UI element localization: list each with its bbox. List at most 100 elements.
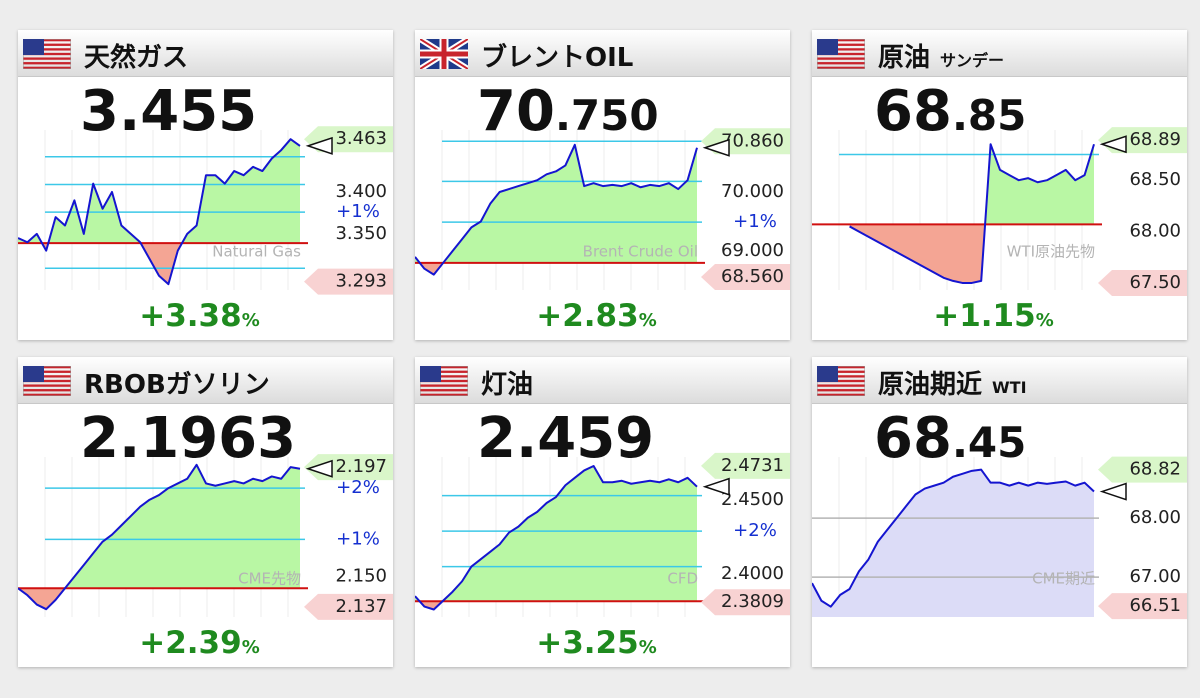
card-header: RBOBガソリン: [18, 357, 393, 404]
flag: [22, 38, 72, 70]
label-box: [701, 589, 790, 616]
last-marker: [702, 477, 730, 496]
title: ブレントOIL: [481, 37, 633, 74]
card-header: 天然ガス: [18, 30, 393, 77]
price-line: [18, 463, 301, 611]
title-text: RBOBガソリン: [84, 370, 270, 400]
quote-card[interactable]: Brent Crude Oil 70.860 70.000 +1% 69.000 68.5…: [415, 30, 790, 340]
change: +2.83%: [415, 298, 784, 334]
area-down: [849, 224, 1094, 283]
axis-label: 69.000: [721, 240, 784, 261]
axis-label: 2.150: [335, 566, 387, 587]
watermark: Natural Gas: [212, 243, 301, 261]
axis-label: 68.00: [1129, 507, 1181, 528]
axis-label: 68.00: [1129, 221, 1181, 242]
chart: CME期近 68.82 68.00 67.00 66.51: [812, 456, 1187, 620]
axis-label: 2.137: [335, 596, 387, 617]
axis-label: 70.000: [721, 181, 784, 202]
change-value: +3.25: [536, 625, 639, 661]
label-box: [304, 268, 393, 295]
change-value: +2.83: [536, 298, 639, 334]
price-main: 68: [874, 79, 952, 144]
title: 原油 サンデー: [878, 37, 1004, 74]
change: +1.15%: [812, 298, 1181, 334]
title: 天然ガス: [84, 37, 188, 74]
price-main: 2.459: [477, 406, 655, 471]
card-header: 灯油: [415, 357, 790, 404]
card-header: ブレントOIL: [415, 30, 790, 77]
title: 原油期近 WTI: [878, 364, 1027, 401]
price: 68.45: [874, 407, 1026, 475]
area-up: [18, 139, 300, 244]
axis-label: 2.3809: [721, 591, 784, 612]
change: +2.39%: [18, 625, 387, 661]
quote-card[interactable]: CFD 2.4731 2.4500 +2% 2.4000 2.3809 灯油 2.459 +3.…: [415, 357, 790, 667]
price-line: [415, 143, 698, 276]
axis-label: 68.50: [1129, 169, 1181, 190]
axis-label: 68.560: [721, 266, 784, 287]
last-marker: [1099, 135, 1127, 154]
flag: [418, 36, 470, 72]
watermark: CFD: [667, 570, 698, 588]
quote-card[interactable]: CME期近 68.82 68.00 67.00 66.51 原油期近 WTI 68.45: [812, 357, 1187, 667]
axis-label: 2.4000: [721, 563, 784, 584]
watermark: WTI原油先物: [1007, 243, 1095, 261]
flag: [22, 365, 72, 397]
change-unit: %: [1035, 310, 1054, 331]
chart: CME先物 2.197+2% +1% 2.150 2.137: [18, 454, 393, 620]
axis-label: 70.860: [721, 130, 784, 151]
label-box: [304, 593, 393, 620]
price-line: [415, 464, 698, 611]
flag: [816, 365, 866, 397]
last-marker: [1099, 482, 1127, 501]
axis-label: +2%: [336, 477, 380, 498]
price: 2.1963: [80, 407, 296, 471]
last-marker: [305, 459, 333, 478]
change-value: +3.38: [139, 298, 242, 334]
label-box: [701, 452, 790, 479]
watermark: CME期近: [1032, 570, 1095, 588]
price: 3.455: [80, 80, 257, 144]
change-unit: %: [638, 310, 657, 331]
axis-label: 3.400: [335, 181, 387, 202]
axis-label: 2.4500: [721, 489, 784, 510]
price-main: 68: [874, 406, 952, 471]
quote-card[interactable]: CME先物 2.197 +2% +1% 2.150 2.137 RBOBガソリン 2.1963…: [18, 357, 393, 667]
area: [812, 469, 1094, 617]
quote-card[interactable]: WTI原油先物 68.89 68.50 68.00 67.50 原油 サンデー 68.85 +1…: [812, 30, 1187, 340]
area-down: [18, 588, 300, 610]
axis-label: 66.51: [1129, 595, 1181, 616]
watermark: CME先物: [238, 570, 301, 588]
quote-card[interactable]: Natural Gas 3.463 3.400 +1% 3.350 3.293 天然ガス 3.…: [18, 30, 393, 340]
price-decimals: .85: [951, 91, 1027, 140]
price: 2.459: [477, 407, 654, 471]
price-decimals: .45: [951, 418, 1027, 467]
axis-label: +1%: [733, 211, 777, 232]
price-main: 70: [477, 79, 555, 144]
price-line: [849, 143, 1095, 284]
title-text: 灯油: [481, 370, 534, 400]
axis-label: 3.293: [335, 271, 387, 292]
change-unit: %: [638, 637, 657, 658]
change-value: +1.15: [933, 298, 1036, 334]
card-header: 原油期近 WTI: [812, 357, 1187, 404]
watermark: Brent Crude Oil: [583, 243, 698, 261]
price-main: 2.1963: [80, 406, 297, 471]
last-marker: [702, 138, 730, 157]
price-line: [18, 138, 301, 286]
axis-label: 2.4731: [721, 455, 784, 476]
title-text: 原油期近: [878, 370, 983, 400]
price: 68.85: [874, 80, 1026, 148]
change: +3.25%: [415, 625, 784, 661]
axis-label: +1%: [336, 201, 380, 222]
subtitle: サンデー: [940, 51, 1005, 70]
axis-label: 68.89: [1129, 129, 1181, 150]
change: +3.38%: [18, 298, 387, 334]
axis-label: 2.197: [335, 456, 387, 477]
label-box: [1098, 593, 1187, 620]
title: RBOBガソリン: [84, 364, 270, 401]
chart: Natural Gas 3.463 3.400+1%3.350 3.293: [18, 126, 393, 295]
price-line: [812, 468, 1095, 608]
last-marker: [305, 136, 333, 155]
flag: [419, 365, 469, 397]
